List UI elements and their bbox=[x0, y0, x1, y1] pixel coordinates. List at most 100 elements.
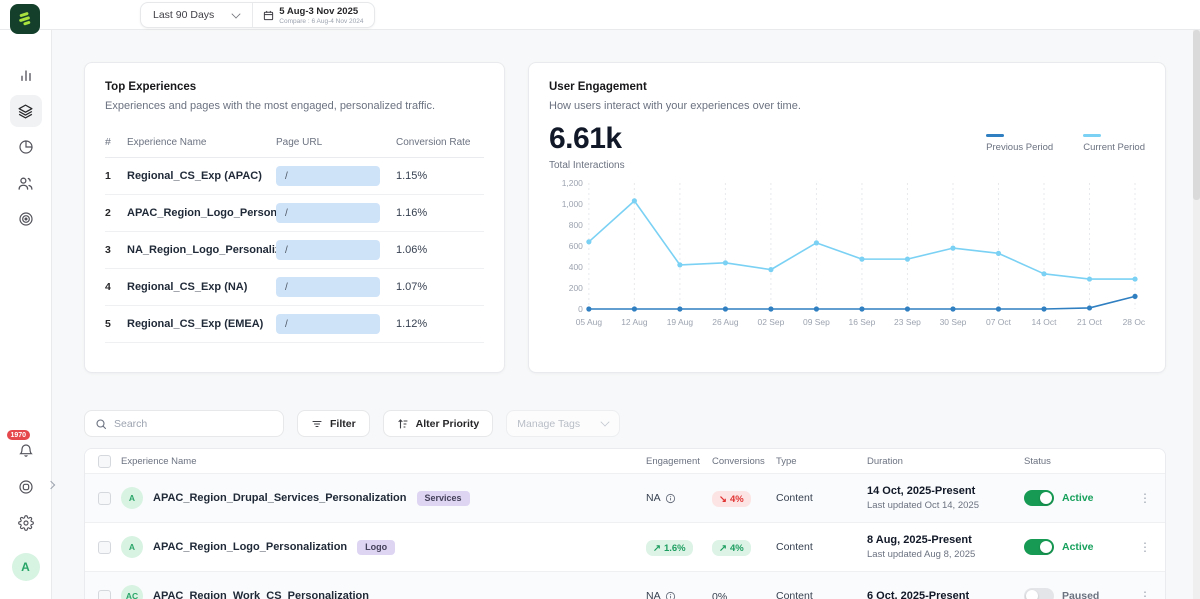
calendar-icon bbox=[263, 10, 274, 21]
duration-value: 8 Aug, 2025-Present bbox=[867, 534, 1024, 546]
date-range-display[interactable]: 5 Aug-3 Nov 2025 Compare : 6 Aug-4 Nov 2… bbox=[253, 3, 373, 27]
data-point[interactable] bbox=[723, 306, 728, 311]
data-point[interactable] bbox=[905, 257, 910, 262]
experience-url-cell: / bbox=[276, 277, 396, 297]
user-avatar[interactable]: A bbox=[12, 553, 40, 581]
search-input[interactable] bbox=[114, 418, 254, 430]
top-experience-row[interactable]: 3NA_Region_Logo_Personaliz.../1.06% bbox=[105, 232, 484, 269]
experience-rank: 3 bbox=[105, 244, 127, 256]
top-experience-row[interactable]: 2APAC_Region_Logo_Personal.../1.16% bbox=[105, 195, 484, 232]
data-point[interactable] bbox=[905, 306, 910, 311]
sidebar-item-audiences[interactable] bbox=[10, 167, 42, 199]
data-point[interactable] bbox=[1041, 271, 1046, 276]
legend-swatch bbox=[986, 134, 1004, 137]
top-experiences-subtitle: Experiences and pages with the most enga… bbox=[105, 100, 484, 112]
experience-table-row[interactable]: AAPAC_Region_Drupal_Services_Personaliza… bbox=[85, 473, 1165, 522]
row-menu-button[interactable]: ⋮ bbox=[1122, 491, 1152, 505]
target-icon bbox=[18, 211, 34, 227]
sidebar-item-help[interactable] bbox=[10, 471, 42, 503]
row-checkbox[interactable] bbox=[98, 590, 111, 599]
data-point[interactable] bbox=[1132, 294, 1137, 299]
scrollbar-thumb[interactable] bbox=[1193, 30, 1200, 200]
app-logo[interactable] bbox=[10, 4, 40, 34]
experience-name[interactable]: APAC_Region_Logo_Personalization bbox=[153, 541, 347, 553]
data-point[interactable] bbox=[950, 246, 955, 251]
experience-rank: 5 bbox=[105, 318, 127, 330]
experience-name-cell: AAPAC_Region_Logo_PersonalizationLogo bbox=[121, 536, 646, 558]
row-checkbox[interactable] bbox=[98, 541, 111, 554]
top-experience-row[interactable]: 5Regional_CS_Exp (EMEA)/1.12% bbox=[105, 306, 484, 343]
metric-value: 0% bbox=[712, 591, 727, 599]
data-point[interactable] bbox=[859, 306, 864, 311]
last-updated-value: Last updated Aug 8, 2025 bbox=[867, 549, 1024, 560]
data-point[interactable] bbox=[1041, 306, 1046, 311]
page-url-pill[interactable]: / bbox=[276, 277, 380, 297]
filter-button[interactable]: Filter bbox=[297, 410, 370, 437]
page-url-pill[interactable]: / bbox=[276, 240, 380, 260]
range-preset-dropdown[interactable]: Last 90 Days bbox=[141, 3, 252, 27]
data-point[interactable] bbox=[768, 306, 773, 311]
row-menu-button[interactable]: ⋮ bbox=[1122, 589, 1152, 599]
sidebar-item-experiences[interactable] bbox=[10, 95, 42, 127]
conversion-rate-value: 1.16% bbox=[396, 207, 484, 219]
data-point[interactable] bbox=[632, 198, 637, 203]
status-toggle[interactable] bbox=[1024, 490, 1054, 506]
info-icon[interactable] bbox=[665, 493, 676, 504]
legend-item-current-period[interactable]: Current Period bbox=[1083, 134, 1145, 153]
data-point[interactable] bbox=[859, 257, 864, 262]
alter-priority-button[interactable]: Alter Priority bbox=[383, 410, 494, 437]
sidebar-item-analytics[interactable] bbox=[10, 59, 42, 91]
data-point[interactable] bbox=[1132, 276, 1137, 281]
data-point[interactable] bbox=[586, 239, 591, 244]
manage-tags-select[interactable]: Manage Tags bbox=[506, 410, 620, 437]
data-point[interactable] bbox=[1087, 305, 1092, 310]
sidebar-item-settings[interactable] bbox=[10, 507, 42, 539]
top-experience-row[interactable]: 1Regional_CS_Exp (APAC)/1.15% bbox=[105, 158, 484, 195]
data-point[interactable] bbox=[723, 260, 728, 265]
data-point[interactable] bbox=[996, 306, 1001, 311]
data-point[interactable] bbox=[950, 306, 955, 311]
data-point[interactable] bbox=[768, 267, 773, 272]
legend-item-previous-period[interactable]: Previous Period bbox=[986, 134, 1053, 153]
top-experience-row[interactable]: 4Regional_CS_Exp (NA)/1.07% bbox=[105, 269, 484, 306]
page-scrollbar[interactable] bbox=[1193, 30, 1200, 599]
sort-priority-icon bbox=[397, 418, 409, 430]
data-point[interactable] bbox=[677, 306, 682, 311]
experience-url-cell: / bbox=[276, 166, 396, 186]
experience-name[interactable]: APAC_Region_Drupal_Services_Personalizat… bbox=[153, 492, 407, 504]
sidebar-item-reports[interactable] bbox=[10, 131, 42, 163]
row-checkbox[interactable] bbox=[98, 492, 111, 505]
select-all-checkbox[interactable] bbox=[98, 455, 111, 468]
notification-badge: 1970 bbox=[6, 429, 32, 441]
search-box[interactable] bbox=[84, 410, 284, 437]
data-point[interactable] bbox=[586, 306, 591, 311]
data-point[interactable] bbox=[677, 262, 682, 267]
data-point[interactable] bbox=[1087, 276, 1092, 281]
sidebar-item-goals[interactable] bbox=[10, 203, 42, 235]
conversions-cell: ↘4% bbox=[712, 489, 776, 508]
data-point[interactable] bbox=[996, 251, 1001, 256]
data-point[interactable] bbox=[632, 306, 637, 311]
legend-label: Current Period bbox=[1083, 142, 1145, 153]
status-toggle[interactable] bbox=[1024, 539, 1054, 555]
experience-table-row[interactable]: AAPAC_Region_Logo_PersonalizationLogo↗1.… bbox=[85, 522, 1165, 571]
info-icon[interactable] bbox=[665, 591, 676, 599]
last-updated-value: Last updated Oct 14, 2025 bbox=[867, 500, 1024, 511]
page-url-pill[interactable]: / bbox=[276, 203, 380, 223]
row-menu-button[interactable]: ⋮ bbox=[1122, 540, 1152, 554]
experience-name[interactable]: APAC_Region_Work_CS_Personalization bbox=[153, 590, 369, 599]
page-url-pill[interactable]: / bbox=[276, 314, 380, 334]
status-cell: Paused bbox=[1024, 588, 1122, 599]
data-point[interactable] bbox=[814, 306, 819, 311]
x-tick-label: 23 Sep bbox=[894, 317, 921, 327]
page-url-pill[interactable]: / bbox=[276, 166, 380, 186]
experiences-table: Experience Name Engagement Conversions T… bbox=[84, 448, 1166, 599]
data-point[interactable] bbox=[814, 240, 819, 245]
engagement-cell: NA bbox=[646, 590, 712, 599]
status-toggle[interactable] bbox=[1024, 588, 1054, 599]
engagement-chart[interactable]: 02004006008001,0001,20005 Aug12 Aug19 Au… bbox=[549, 173, 1145, 354]
experience-table-row[interactable]: ACAPAC_Region_Work_CS_PersonalizationNA0… bbox=[85, 571, 1165, 599]
up-trend-pill: ↗4% bbox=[712, 540, 751, 556]
sidebar-item-notifications[interactable]: 1970 bbox=[10, 435, 42, 467]
x-tick-label: 16 Sep bbox=[849, 317, 876, 327]
